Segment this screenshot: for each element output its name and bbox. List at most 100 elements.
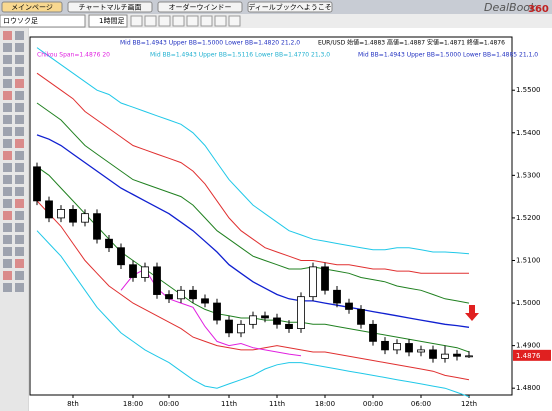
candle-body: [405, 343, 413, 353]
y-tick-label: 1.5000: [516, 299, 541, 307]
drawing-tool[interactable]: [15, 151, 24, 160]
drawing-tool[interactable]: [15, 187, 24, 196]
drawing-tool[interactable]: [3, 187, 12, 196]
chart-type-text: ロウソク足: [3, 17, 38, 25]
tab-label: ディールブックへようこそ: [248, 3, 332, 12]
candle-body: [105, 238, 113, 249]
candle-body: [369, 323, 377, 342]
drawing-tool[interactable]: [15, 127, 24, 136]
drawing-tool[interactable]: [3, 139, 12, 148]
candle-body: [177, 289, 185, 300]
tool-button[interactable]: [144, 15, 157, 27]
last-price-label: 1.4876: [516, 352, 541, 360]
y-tick-label: 1.5200: [516, 214, 541, 222]
drawing-tool[interactable]: [3, 79, 12, 88]
tool-button[interactable]: [172, 15, 185, 27]
candle-body: [285, 323, 293, 329]
indicator-line: [36, 134, 470, 328]
drawing-tool[interactable]: [3, 211, 12, 220]
drawing-tool[interactable]: [15, 115, 24, 124]
drawing-tool[interactable]: [15, 211, 24, 220]
candle-body: [297, 296, 305, 329]
drawing-tool[interactable]: [15, 91, 24, 100]
drawing-tool[interactable]: [3, 283, 12, 292]
legend-entry: Mid BB=1.4943 Upper BB=1.5116 Lower BB=1…: [150, 52, 330, 59]
candle-body: [33, 166, 41, 202]
drawing-tool[interactable]: [3, 163, 12, 172]
y-tick-label: 1.5400: [516, 129, 541, 137]
tool-button[interactable]: [186, 15, 199, 27]
drawing-tool[interactable]: [15, 271, 24, 280]
drawing-tool[interactable]: [3, 67, 12, 76]
indicator-line: [36, 47, 470, 255]
drawing-tool[interactable]: [3, 235, 12, 244]
tab[interactable]: [67, 1, 153, 13]
candle-body: [381, 340, 389, 351]
tool-button[interactable]: [228, 15, 241, 27]
drawing-tool[interactable]: [3, 55, 12, 64]
x-tick-label: 12th: [461, 400, 477, 408]
drawing-tool[interactable]: [3, 259, 12, 268]
x-tick-label: 00:00: [363, 400, 383, 408]
drawing-tool[interactable]: [3, 199, 12, 208]
drawing-tool[interactable]: [15, 55, 24, 64]
candle-body: [201, 298, 209, 304]
tool-button[interactable]: [200, 15, 213, 27]
candle-body: [165, 294, 173, 300]
drawing-tool[interactable]: [15, 67, 24, 76]
candle-body: [465, 355, 473, 358]
legend-entry: Mid BB=1.4943 Upper BB=1.5000 Lower BB=1…: [120, 40, 300, 47]
candle-body: [417, 349, 425, 353]
drawing-tool[interactable]: [15, 175, 24, 184]
indicator-line: [36, 72, 469, 274]
y-tick-label: 1.5100: [516, 256, 541, 264]
drawing-tool[interactable]: [15, 103, 24, 112]
x-tick-label: 8th: [67, 400, 79, 408]
drawing-tool[interactable]: [3, 115, 12, 124]
tab[interactable]: [1, 1, 63, 13]
tool-button[interactable]: [214, 15, 227, 27]
candle-body: [393, 343, 401, 351]
y-tick-label: 1.4900: [516, 342, 541, 350]
chart-type-select[interactable]: [0, 14, 86, 28]
drawing-tool[interactable]: [15, 31, 24, 40]
drawing-tool[interactable]: [3, 31, 12, 40]
timeframe-text: 1時間足: [99, 17, 124, 25]
drawing-tool[interactable]: [15, 163, 24, 172]
drawing-tool[interactable]: [15, 79, 24, 88]
candle-body: [81, 213, 89, 223]
drawing-tool[interactable]: [3, 103, 12, 112]
tab[interactable]: [157, 1, 243, 13]
candle-body: [129, 264, 137, 278]
tool-button[interactable]: [130, 15, 143, 27]
drawing-tool[interactable]: [15, 235, 24, 244]
timeframe-select[interactable]: [88, 14, 128, 28]
drawing-tool[interactable]: [15, 223, 24, 232]
drawing-tool[interactable]: [3, 271, 12, 280]
drawing-tool[interactable]: [3, 127, 12, 136]
candle-body: [69, 209, 77, 223]
drawing-tool[interactable]: [3, 151, 12, 160]
drawing-tool[interactable]: [3, 223, 12, 232]
drawing-tool[interactable]: [15, 247, 24, 256]
candle-body: [309, 266, 317, 298]
drawing-tool[interactable]: [3, 247, 12, 256]
drawing-tool[interactable]: [15, 139, 24, 148]
drawing-tool[interactable]: [3, 91, 12, 100]
tab[interactable]: [247, 1, 333, 13]
drawing-tool[interactable]: [15, 43, 24, 52]
candle-body: [141, 266, 149, 278]
drawing-tool[interactable]: [15, 283, 24, 292]
indicator-line: [120, 268, 302, 357]
tab-label: オーダーウインドー: [169, 3, 232, 12]
last-price-box: [513, 349, 551, 361]
drawing-tool[interactable]: [15, 259, 24, 268]
tool-button[interactable]: [158, 15, 171, 27]
tab-label: メインページ: [11, 4, 53, 12]
indicator-line: [36, 200, 470, 381]
drawing-tool[interactable]: [15, 199, 24, 208]
drawing-tool[interactable]: [3, 175, 12, 184]
drawing-tool[interactable]: [3, 43, 12, 52]
legend-entry: Mid BB=1.4943 Upper BB=1.5000 Lower BB=1…: [358, 52, 538, 59]
